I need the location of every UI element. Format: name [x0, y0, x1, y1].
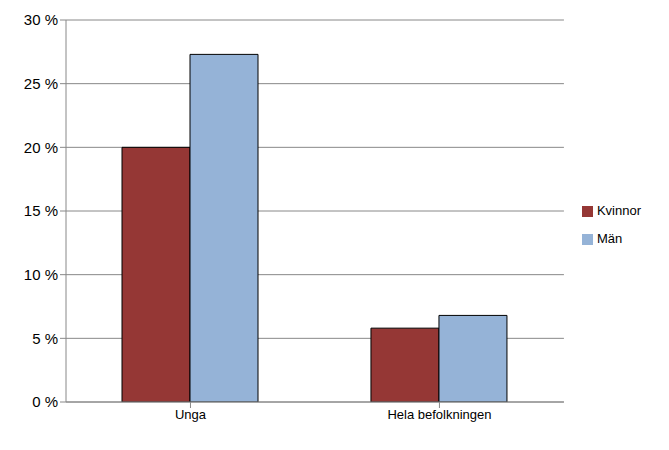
svg-text:5 %: 5 % [32, 330, 58, 347]
svg-text:15 %: 15 % [24, 202, 58, 219]
svg-text:25 %: 25 % [24, 75, 58, 92]
html-text:Kvinnor: Kvinnor [596, 203, 641, 218]
svg-text:Hela befolkningen: Hela befolkningen [387, 407, 491, 422]
svg-text:20 %: 20 % [24, 139, 58, 156]
svg-text:30 %: 30 % [24, 11, 58, 28]
svg-text:Unga: Unga [175, 407, 207, 422]
svg-text:0 %: 0 % [32, 393, 58, 410]
html-text:Män: Män [596, 231, 623, 246]
svg-text:10 %: 10 % [24, 266, 58, 283]
